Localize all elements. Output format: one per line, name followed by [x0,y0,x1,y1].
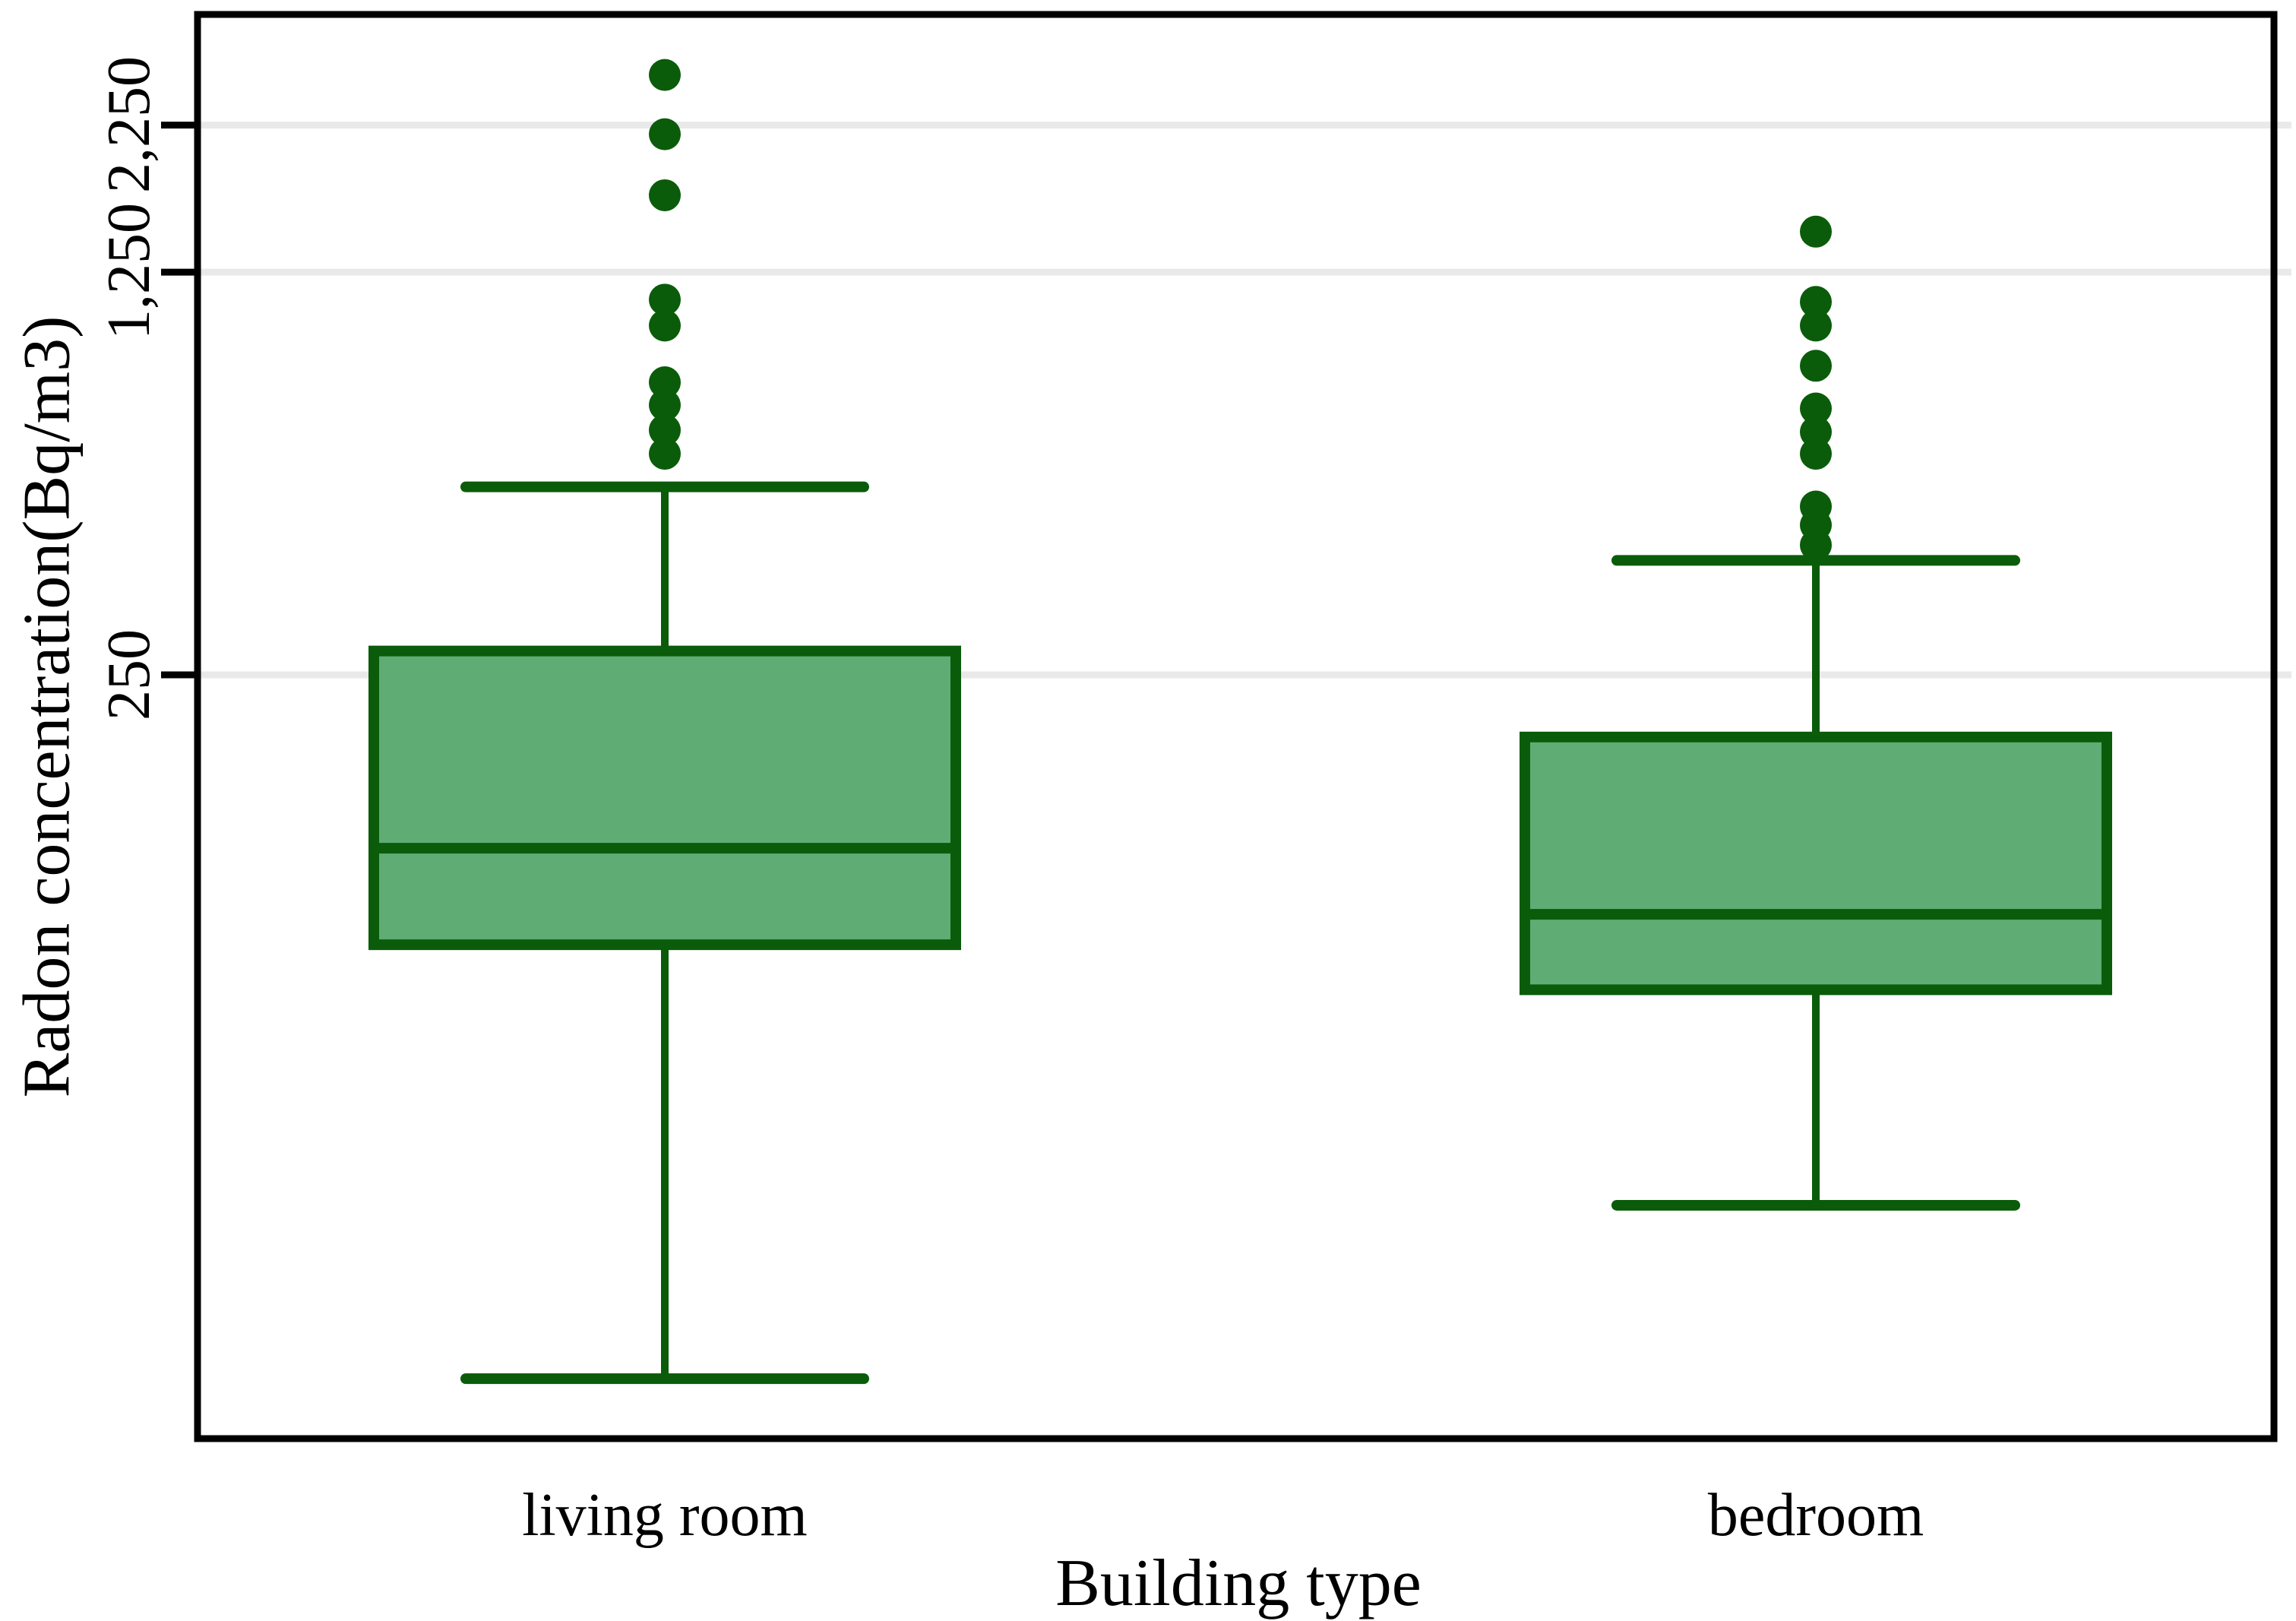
outlier-dot-bedroom [1800,215,1832,248]
y-tick-label-2250: 2,250 [96,56,163,193]
x-axis-title: Building type [1055,1547,1422,1620]
gridlines-layer [201,122,2291,679]
x-axis-tick-labels: living room bedroom [522,1482,1924,1549]
outlier-dot-bedroom [1800,416,1832,448]
outlier-dot-living-room [649,118,681,150]
outlier-dot-living-room [649,179,681,211]
outlier-dot-bedroom [1800,350,1832,382]
outlier-dot-living-room [649,309,681,342]
outlier-dot-bedroom [1800,286,1832,318]
outlier-dot-living-room [649,413,681,446]
outlier-dot-bedroom [1800,309,1832,342]
y-axis-tick-labels: 250 1,250 2,250 [96,56,163,720]
outlier-dot-living-room [649,438,681,470]
outlier-dot-living-room [649,366,681,399]
boxplots-layer [368,59,2112,1385]
y-tick-label-1250: 1,250 [96,203,163,340]
outlier-dot-bedroom [1800,490,1832,523]
outlier-dot-bedroom [1800,392,1832,425]
box-bedroom [1520,731,2112,996]
y-axis-title: Radon concentration(Bq/m3) [11,316,84,1098]
x-tick-label-bedroom: bedroom [1708,1482,1924,1549]
box-living-room [368,645,961,951]
outlier-dot-living-room [649,388,681,421]
y-tick-label-250: 250 [96,629,163,720]
x-tick-label-living-room: living room [522,1482,808,1549]
axes-frame-layer [161,11,2278,1442]
plot-frame [194,11,2278,1442]
outlier-dot-living-room [649,283,681,316]
outlier-dot-living-room [649,59,681,91]
